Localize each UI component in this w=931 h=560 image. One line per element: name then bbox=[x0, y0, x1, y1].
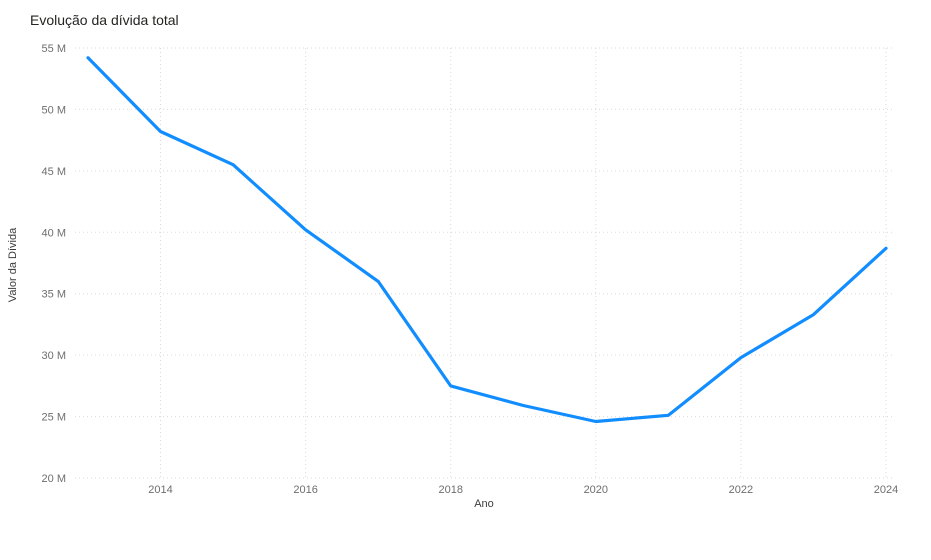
y-tick-label: 50 M bbox=[42, 104, 66, 116]
debt-total-series-line[interactable] bbox=[86, 56, 888, 424]
x-tick-label: 2020 bbox=[584, 484, 608, 496]
chart-title: Evolução da dívida total bbox=[30, 12, 179, 28]
x-tick-label: 2014 bbox=[148, 484, 172, 496]
x-tick-label: 2022 bbox=[729, 484, 753, 496]
y-tick-label: 20 M bbox=[42, 473, 66, 485]
x-tick-label: 2018 bbox=[438, 484, 462, 496]
y-tick-label: 25 M bbox=[42, 412, 66, 424]
y-tick-label: 45 M bbox=[42, 166, 66, 178]
x-tick-label: 2016 bbox=[293, 484, 317, 496]
y-tick-label: 30 M bbox=[42, 350, 66, 362]
x-tick-label: 2024 bbox=[874, 484, 898, 496]
y-tick-label: 40 M bbox=[42, 227, 66, 239]
y-tick-label: 35 M bbox=[42, 289, 66, 301]
y-tick-label: 55 M bbox=[42, 43, 66, 55]
x-axis-title: Ano bbox=[474, 498, 494, 510]
